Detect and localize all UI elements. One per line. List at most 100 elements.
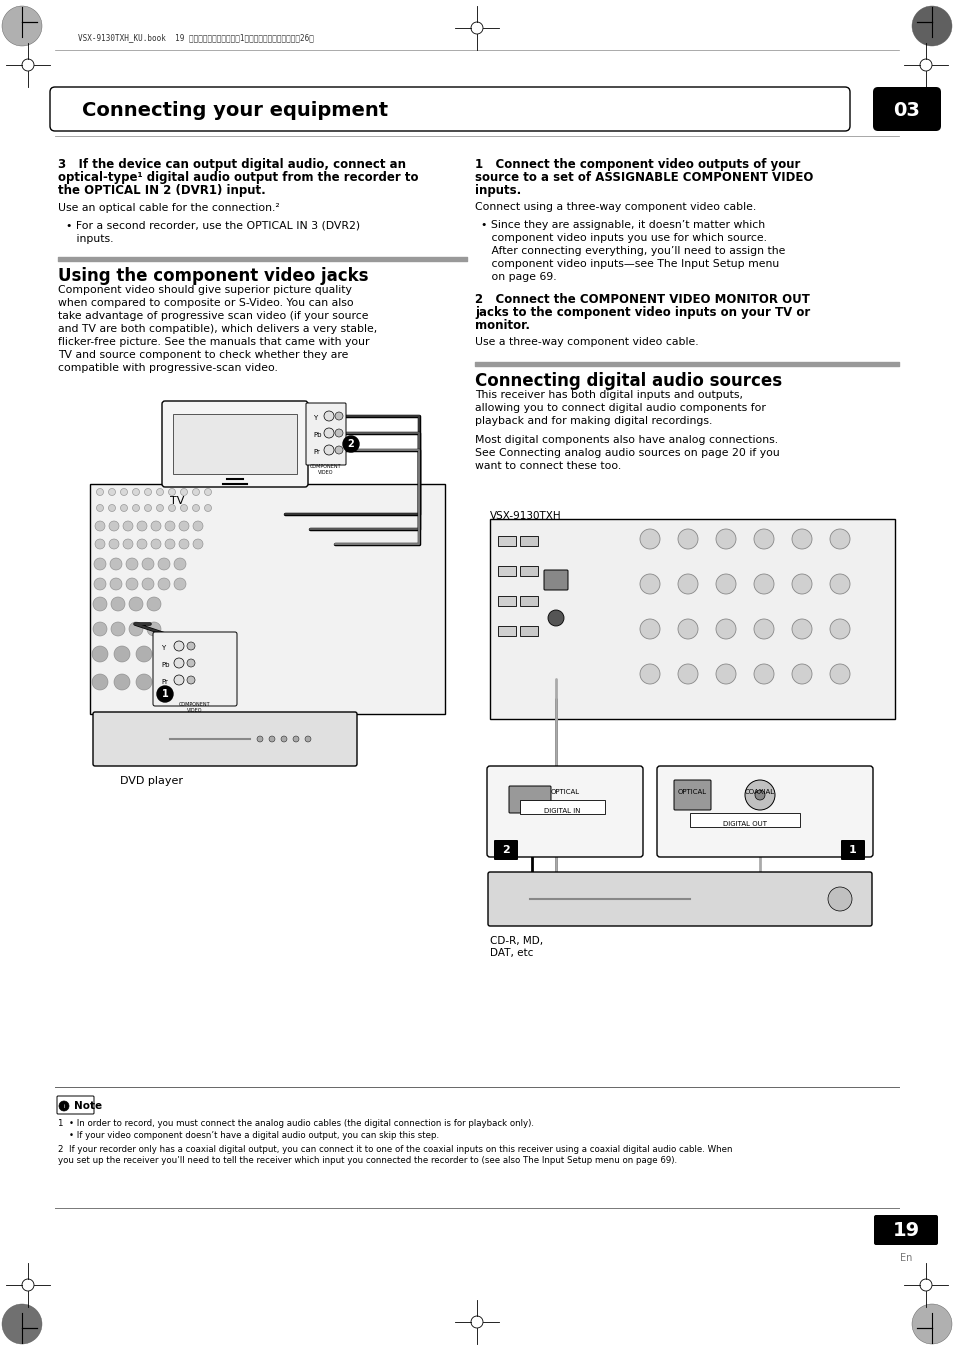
Text: 2: 2 xyxy=(347,439,354,450)
Circle shape xyxy=(791,574,811,594)
Text: En: En xyxy=(899,1253,911,1264)
Text: 2   Connect the COMPONENT VIDEO MONITOR OUT: 2 Connect the COMPONENT VIDEO MONITOR OU… xyxy=(475,293,809,306)
FancyBboxPatch shape xyxy=(50,86,849,131)
Bar xyxy=(519,626,537,636)
Text: 3   If the device can output digital audio, connect an: 3 If the device can output digital audio… xyxy=(58,158,406,171)
Text: and TV are both compatible), which delivers a very stable,: and TV are both compatible), which deliv… xyxy=(58,324,376,333)
Circle shape xyxy=(136,647,152,662)
Text: OPTICAL: OPTICAL xyxy=(550,788,579,795)
Circle shape xyxy=(204,489,212,495)
Circle shape xyxy=(716,529,735,549)
FancyBboxPatch shape xyxy=(543,570,567,590)
Text: Component video should give superior picture quality: Component video should give superior pic… xyxy=(58,285,352,296)
Text: you set up the receiver you’ll need to tell the receiver which input you connect: you set up the receiver you’ll need to t… xyxy=(58,1156,677,1165)
Bar xyxy=(519,566,537,576)
Text: monitor.: monitor. xyxy=(475,319,530,332)
Text: Y: Y xyxy=(313,414,317,421)
Text: compatible with progressive-scan video.: compatible with progressive-scan video. xyxy=(58,363,277,373)
FancyBboxPatch shape xyxy=(57,1096,94,1114)
Circle shape xyxy=(754,790,764,801)
Bar xyxy=(519,801,604,814)
Text: allowing you to connect digital audio components for: allowing you to connect digital audio co… xyxy=(475,404,765,413)
Bar xyxy=(497,536,516,545)
Circle shape xyxy=(187,643,194,649)
Circle shape xyxy=(120,505,128,512)
Circle shape xyxy=(129,622,143,636)
Text: want to connect these too.: want to connect these too. xyxy=(475,460,620,471)
FancyBboxPatch shape xyxy=(657,765,872,857)
Text: flicker-free picture. See the manuals that came with your: flicker-free picture. See the manuals th… xyxy=(58,338,369,347)
Circle shape xyxy=(147,597,161,612)
Circle shape xyxy=(791,620,811,639)
Text: jacks to the component video inputs on your TV or: jacks to the component video inputs on y… xyxy=(475,306,809,319)
Circle shape xyxy=(137,521,147,531)
Circle shape xyxy=(109,505,115,512)
Bar xyxy=(689,813,800,828)
Text: Pr: Pr xyxy=(161,679,168,684)
Circle shape xyxy=(129,597,143,612)
Circle shape xyxy=(744,780,774,810)
Text: G: G xyxy=(554,579,558,585)
Circle shape xyxy=(158,578,170,590)
Circle shape xyxy=(829,574,849,594)
Text: 1  • In order to record, you must connect the analog audio cables (the digital c: 1 • In order to record, you must connect… xyxy=(58,1119,534,1129)
Text: Connecting digital audio sources: Connecting digital audio sources xyxy=(475,373,781,390)
Circle shape xyxy=(173,657,184,668)
Text: VSX-9130TXH_KU.book  19 ページ　２００８年４月1７日　木曜日　午前１１時26分: VSX-9130TXH_KU.book 19 ページ ２００８年４月1７日 木曜… xyxy=(78,34,314,42)
Circle shape xyxy=(639,529,659,549)
FancyBboxPatch shape xyxy=(306,404,346,464)
Circle shape xyxy=(142,578,153,590)
Circle shape xyxy=(179,539,189,549)
Circle shape xyxy=(753,664,773,684)
Text: Use an optical cable for the connection.²: Use an optical cable for the connection.… xyxy=(58,202,279,213)
Circle shape xyxy=(324,428,334,437)
Circle shape xyxy=(157,686,172,702)
Circle shape xyxy=(91,647,108,662)
Circle shape xyxy=(193,521,203,531)
FancyBboxPatch shape xyxy=(162,401,308,487)
Circle shape xyxy=(335,429,343,437)
FancyBboxPatch shape xyxy=(873,1215,937,1245)
Circle shape xyxy=(2,1304,42,1345)
Bar xyxy=(497,626,516,636)
FancyBboxPatch shape xyxy=(486,765,642,857)
Circle shape xyxy=(324,446,334,455)
Text: 1   Connect the component video outputs of your: 1 Connect the component video outputs of… xyxy=(475,158,800,171)
Circle shape xyxy=(753,529,773,549)
Text: Pr: Pr xyxy=(313,450,319,455)
Bar xyxy=(490,518,894,720)
Text: See Connecting analog audio sources on page 20 if you: See Connecting analog audio sources on p… xyxy=(475,448,779,458)
Circle shape xyxy=(158,674,173,690)
FancyBboxPatch shape xyxy=(841,840,864,860)
Circle shape xyxy=(110,578,122,590)
Circle shape xyxy=(791,529,811,549)
Text: VSX-9130TXH: VSX-9130TXH xyxy=(231,728,302,738)
Circle shape xyxy=(120,489,128,495)
Bar xyxy=(172,414,296,474)
Circle shape xyxy=(187,676,194,684)
Text: TV and source component to check whether they are: TV and source component to check whether… xyxy=(58,350,348,360)
Circle shape xyxy=(335,412,343,420)
Circle shape xyxy=(829,529,849,549)
Text: optical-type¹ digital audio output from the recorder to: optical-type¹ digital audio output from … xyxy=(58,171,418,184)
Text: CD-R, MD,
DAT, etc: CD-R, MD, DAT, etc xyxy=(490,936,542,958)
Circle shape xyxy=(94,578,106,590)
Circle shape xyxy=(169,505,175,512)
Circle shape xyxy=(144,489,152,495)
Circle shape xyxy=(547,610,563,626)
Circle shape xyxy=(678,574,698,594)
Circle shape xyxy=(95,539,105,549)
Circle shape xyxy=(165,521,174,531)
Text: 2: 2 xyxy=(501,845,509,855)
Circle shape xyxy=(753,620,773,639)
Circle shape xyxy=(173,558,186,570)
Circle shape xyxy=(829,664,849,684)
Circle shape xyxy=(165,539,174,549)
Text: 2  If your recorder only has a coaxial digital output, you can connect it to one: 2 If your recorder only has a coaxial di… xyxy=(58,1145,732,1154)
Circle shape xyxy=(911,5,951,46)
Circle shape xyxy=(96,505,103,512)
Circle shape xyxy=(92,622,107,636)
Circle shape xyxy=(187,659,194,667)
Bar xyxy=(519,536,537,545)
Text: component video inputs you use for which source.: component video inputs you use for which… xyxy=(480,234,766,243)
